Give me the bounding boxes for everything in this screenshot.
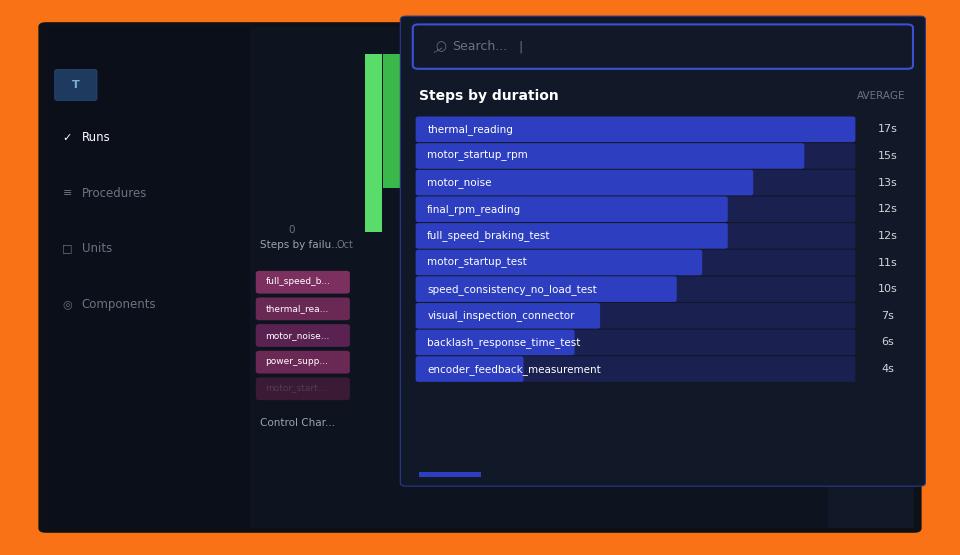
Text: ○: ○: [436, 40, 446, 53]
Bar: [830, 209, 911, 227]
Bar: [830, 174, 911, 193]
FancyBboxPatch shape: [416, 330, 855, 355]
FancyBboxPatch shape: [255, 377, 349, 400]
FancyBboxPatch shape: [416, 303, 600, 329]
Text: Oct 29: Oct 29: [848, 240, 880, 250]
Text: ...rpm: ...rpm: [834, 179, 857, 188]
FancyBboxPatch shape: [416, 170, 754, 195]
Text: ...g: ...g: [834, 144, 847, 153]
Text: 11s: 11s: [878, 258, 898, 268]
FancyBboxPatch shape: [416, 117, 855, 142]
Text: 12s: 12s: [878, 204, 898, 214]
Text: Oct 31: Oct 31: [891, 240, 924, 250]
Bar: [250, 27, 914, 528]
Text: AVERAGE: AVERAGE: [857, 91, 906, 101]
FancyBboxPatch shape: [416, 196, 728, 222]
Bar: [830, 140, 911, 158]
Text: ≡: ≡: [62, 188, 72, 198]
Text: T: T: [72, 80, 80, 90]
Bar: [419, 472, 481, 477]
Text: 10s: 10s: [878, 284, 898, 294]
Text: ...ng: ...ng: [834, 248, 852, 256]
FancyBboxPatch shape: [255, 351, 349, 374]
FancyBboxPatch shape: [416, 223, 855, 249]
Text: Runs: Runs: [82, 131, 110, 144]
Text: Oct 27: Oct 27: [804, 240, 837, 250]
FancyBboxPatch shape: [416, 170, 855, 195]
FancyBboxPatch shape: [416, 303, 855, 329]
Text: ✓: ✓: [62, 133, 72, 143]
Text: Steps by duration: Steps by duration: [419, 89, 559, 103]
Text: speed_consistency_no_load_test: speed_consistency_no_load_test: [427, 284, 597, 295]
FancyBboxPatch shape: [416, 330, 575, 355]
Text: full_speed_b...: full_speed_b...: [265, 278, 330, 286]
Text: Search...: Search...: [452, 40, 508, 53]
Text: 12s: 12s: [878, 231, 898, 241]
Text: Show more ↗: Show more ↗: [829, 315, 886, 324]
Text: 7s: 7s: [881, 311, 895, 321]
FancyBboxPatch shape: [416, 117, 855, 142]
FancyBboxPatch shape: [413, 24, 913, 69]
Text: motor_noise...: motor_noise...: [265, 331, 329, 340]
Text: motor_start...: motor_start...: [265, 384, 326, 393]
FancyBboxPatch shape: [416, 143, 804, 169]
Bar: [830, 278, 911, 296]
FancyBboxPatch shape: [38, 22, 922, 533]
Text: Procedures: Procedures: [82, 186, 147, 200]
FancyBboxPatch shape: [416, 143, 855, 169]
Text: Control Char...: Control Char...: [259, 418, 335, 428]
Text: thermal_rea...: thermal_rea...: [265, 304, 328, 313]
Text: Steps by failu...: Steps by failu...: [259, 240, 341, 250]
Text: 15s: 15s: [878, 151, 898, 161]
Text: full_speed_braking_test: full_speed_braking_test: [427, 230, 551, 241]
FancyBboxPatch shape: [255, 297, 349, 320]
Text: ◎: ◎: [62, 299, 72, 309]
FancyBboxPatch shape: [400, 16, 925, 486]
Bar: [828, 27, 914, 528]
Text: motor_noise: motor_noise: [427, 177, 492, 188]
Text: ...ng: ...ng: [834, 213, 852, 222]
Text: ...king_test: ...king_test: [834, 282, 876, 291]
FancyBboxPatch shape: [416, 250, 702, 275]
Text: thermal_reading: thermal_reading: [427, 124, 513, 135]
FancyBboxPatch shape: [416, 276, 677, 302]
FancyBboxPatch shape: [416, 356, 855, 382]
FancyBboxPatch shape: [255, 324, 349, 347]
FancyBboxPatch shape: [416, 356, 523, 382]
Bar: [383, 54, 399, 188]
Text: □: □: [62, 244, 73, 254]
Text: 13s: 13s: [878, 178, 898, 188]
Text: Components: Components: [82, 297, 156, 311]
Bar: [365, 54, 381, 232]
Text: 0: 0: [288, 225, 295, 235]
Text: /: /: [432, 46, 442, 54]
FancyBboxPatch shape: [416, 196, 855, 222]
Text: visual_inspection_connector: visual_inspection_connector: [427, 310, 575, 321]
FancyBboxPatch shape: [416, 276, 855, 302]
Text: Oct: Oct: [336, 240, 353, 250]
FancyBboxPatch shape: [255, 271, 349, 294]
Text: backlash_response_time_test: backlash_response_time_test: [427, 337, 581, 348]
Bar: [46, 27, 250, 528]
Text: encoder_feedback_measurement: encoder_feedback_measurement: [427, 364, 601, 375]
Bar: [830, 243, 911, 261]
FancyBboxPatch shape: [55, 69, 97, 100]
Text: motor_startup_rpm: motor_startup_rpm: [427, 151, 528, 161]
Text: Units: Units: [82, 242, 112, 255]
Text: 17s: 17s: [878, 124, 898, 134]
Text: 4s: 4s: [881, 364, 895, 374]
FancyBboxPatch shape: [416, 223, 728, 249]
FancyBboxPatch shape: [416, 250, 855, 275]
Text: |: |: [518, 40, 522, 53]
Text: power_supp...: power_supp...: [265, 357, 328, 366]
Text: 6s: 6s: [881, 337, 895, 347]
Text: final_rpm_reading: final_rpm_reading: [427, 204, 521, 215]
Text: motor_startup_test: motor_startup_test: [427, 258, 527, 268]
